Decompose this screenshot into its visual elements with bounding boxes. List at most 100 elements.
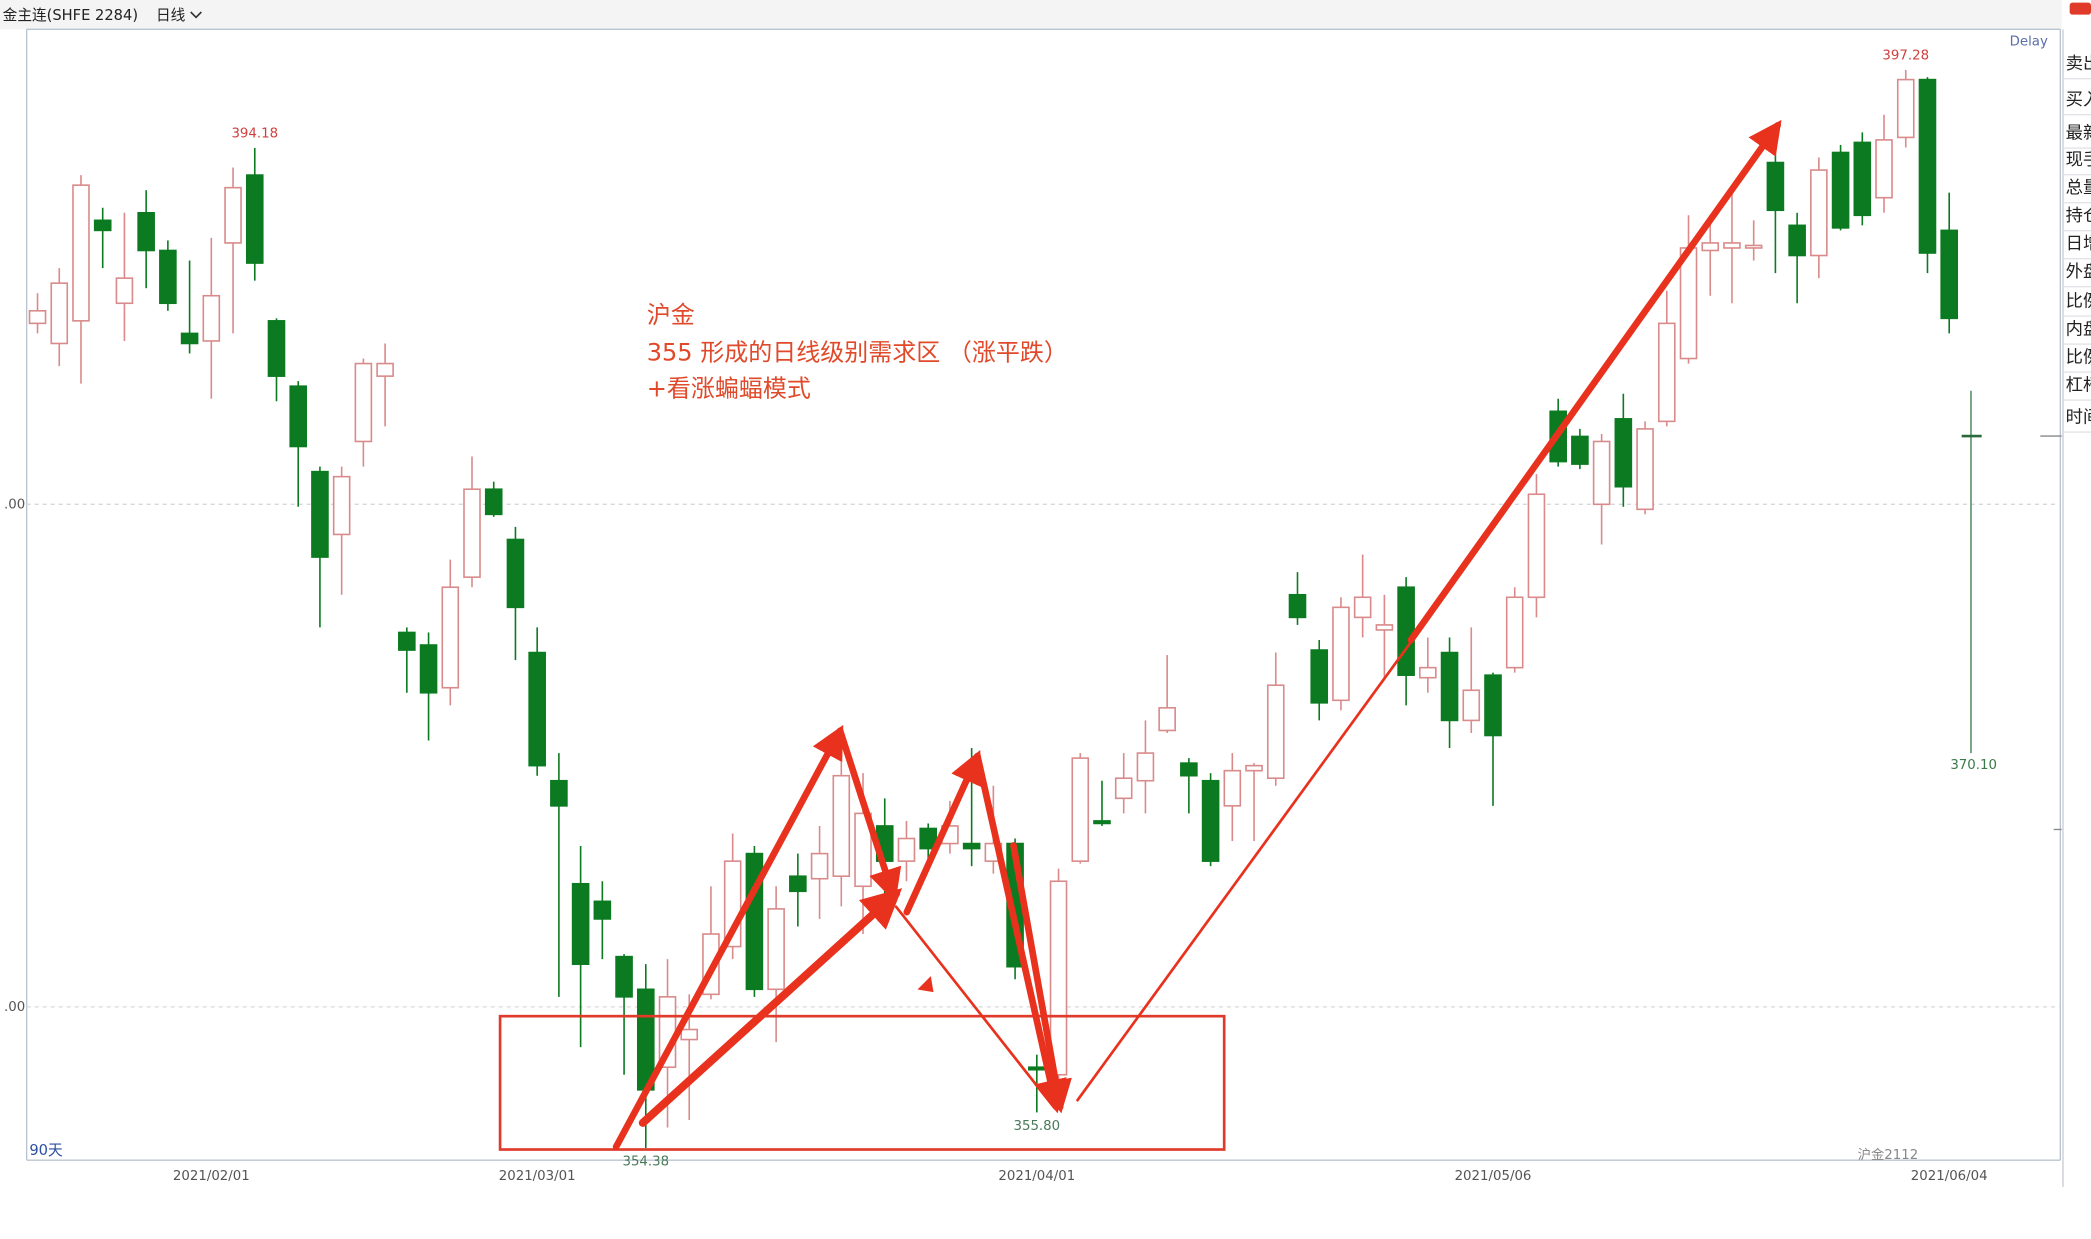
side-panel-label: 日增 bbox=[2066, 234, 2091, 254]
candle-body bbox=[1592, 440, 1611, 506]
candle-body bbox=[1136, 752, 1155, 782]
candle-body bbox=[1853, 141, 1872, 217]
candle-body bbox=[506, 538, 525, 609]
candle-body bbox=[832, 774, 851, 878]
candle-body bbox=[1397, 586, 1415, 676]
candle-body bbox=[1679, 247, 1698, 360]
candle-body bbox=[1158, 707, 1176, 732]
arrow bbox=[612, 724, 844, 1151]
candle-body bbox=[245, 174, 264, 264]
candle-body bbox=[1114, 777, 1133, 800]
candle-body bbox=[1831, 151, 1850, 229]
candle-body bbox=[484, 488, 503, 516]
period-selector[interactable]: 日线 bbox=[156, 7, 186, 24]
candle-body bbox=[1028, 1066, 1046, 1071]
price-marker-label: 370.10 bbox=[1950, 758, 1997, 773]
badge bbox=[2069, 2, 2091, 15]
candle-body bbox=[1201, 779, 1220, 862]
candle-body bbox=[962, 842, 981, 850]
candle-body bbox=[1657, 322, 1676, 423]
side-panel-label: 时间 bbox=[2066, 407, 2091, 427]
candle-body bbox=[1875, 139, 1893, 199]
candle-body bbox=[1810, 169, 1828, 257]
candle-body bbox=[1744, 244, 1763, 249]
candle-body bbox=[376, 362, 394, 377]
candle-body bbox=[1288, 593, 1307, 619]
candle-body bbox=[1788, 224, 1806, 257]
pattern-arrows bbox=[612, 119, 1782, 1151]
candle-body bbox=[137, 211, 155, 252]
annotation-line: 沪金 bbox=[647, 301, 695, 329]
side-panel-label: 内盘 bbox=[2066, 319, 2091, 339]
candle-body bbox=[1419, 666, 1437, 679]
candle-body bbox=[1266, 684, 1285, 780]
candle-body bbox=[1701, 242, 1720, 252]
x-tick-label: 2021/06/04 bbox=[1911, 1169, 1988, 1184]
arrow bbox=[638, 888, 903, 1127]
candle-body bbox=[354, 362, 373, 443]
candle-body bbox=[1462, 689, 1481, 722]
candle-body bbox=[398, 631, 416, 651]
side-panel-label: 外盘 bbox=[2066, 262, 2091, 282]
candle-body bbox=[550, 779, 568, 807]
candle-body bbox=[767, 908, 785, 991]
candle-body bbox=[93, 219, 112, 232]
side-panel-label: 买入 bbox=[2066, 90, 2091, 110]
header-bar bbox=[0, 0, 2062, 30]
arrow bbox=[903, 750, 982, 916]
range-label: 90天 bbox=[29, 1142, 63, 1159]
low-label: 355.80 bbox=[1013, 1119, 1060, 1134]
candle-body bbox=[1049, 880, 1068, 1076]
candle-body bbox=[1353, 596, 1372, 619]
candle-body bbox=[1332, 606, 1350, 702]
side-panel: 卖出买入最新现手总量持仓日增外盘比例内盘比例杠杆时间 bbox=[2040, 2, 2091, 1187]
dropdown-chevron[interactable] bbox=[190, 11, 202, 19]
candle-body bbox=[1245, 764, 1263, 772]
side-panel-label: 现手 bbox=[2066, 150, 2091, 170]
candle-body bbox=[50, 282, 69, 345]
candle-body bbox=[1527, 493, 1546, 599]
y-tick-label: .00 bbox=[4, 1000, 25, 1015]
candle-body bbox=[593, 900, 612, 920]
side-panel-label: 比例 bbox=[2066, 347, 2091, 367]
candle-body bbox=[115, 277, 134, 305]
arrow bbox=[1407, 119, 1782, 644]
candle-body bbox=[1571, 435, 1589, 465]
candles bbox=[28, 70, 1958, 1149]
arrow bbox=[894, 905, 1055, 1109]
side-panel-label: 比例 bbox=[2066, 291, 2091, 311]
labels: .00 .00 2021/02/01 394.18 2021/03/01 354.38 35… bbox=[4, 48, 1997, 1184]
candle-body bbox=[1071, 757, 1090, 862]
x-tick-label: 2021/05/06 bbox=[1455, 1169, 1532, 1184]
contract-label: 沪金2112 bbox=[1858, 1147, 1919, 1163]
candle-body bbox=[1093, 820, 1111, 825]
candle-body bbox=[615, 955, 633, 998]
candle-body bbox=[202, 294, 221, 342]
high-label: 394.18 bbox=[231, 126, 278, 141]
candle-body bbox=[680, 1028, 699, 1041]
candle-body bbox=[919, 827, 937, 850]
candle-body bbox=[1918, 78, 1937, 254]
candle-body bbox=[441, 586, 460, 689]
candle-body bbox=[1896, 78, 1915, 139]
candle-body bbox=[159, 249, 177, 305]
candle-body bbox=[28, 309, 47, 325]
arrow bbox=[974, 752, 1067, 1114]
x-tick-label: 2021/04/01 bbox=[998, 1169, 1075, 1184]
arrow bbox=[1010, 842, 1072, 1114]
candle-body bbox=[571, 882, 590, 965]
candle-body bbox=[332, 475, 351, 536]
candle-body bbox=[224, 186, 242, 244]
candle-body bbox=[789, 875, 807, 893]
annotation-line: 355 形成的日线级别需求区 （涨平跌） bbox=[647, 338, 1068, 366]
side-panel-label: 持仓 bbox=[2066, 206, 2091, 226]
candle-body bbox=[1723, 242, 1741, 249]
annotation-text: 沪金 355 形成的日线级别需求区 （涨平跌） +看涨蝙蝠模式 bbox=[647, 301, 1068, 402]
candle-body bbox=[1505, 596, 1524, 669]
candle-body bbox=[1223, 769, 1242, 807]
candle-body bbox=[311, 470, 329, 558]
candle-body bbox=[1375, 624, 1394, 631]
y-tick-label: .00 bbox=[4, 497, 25, 512]
